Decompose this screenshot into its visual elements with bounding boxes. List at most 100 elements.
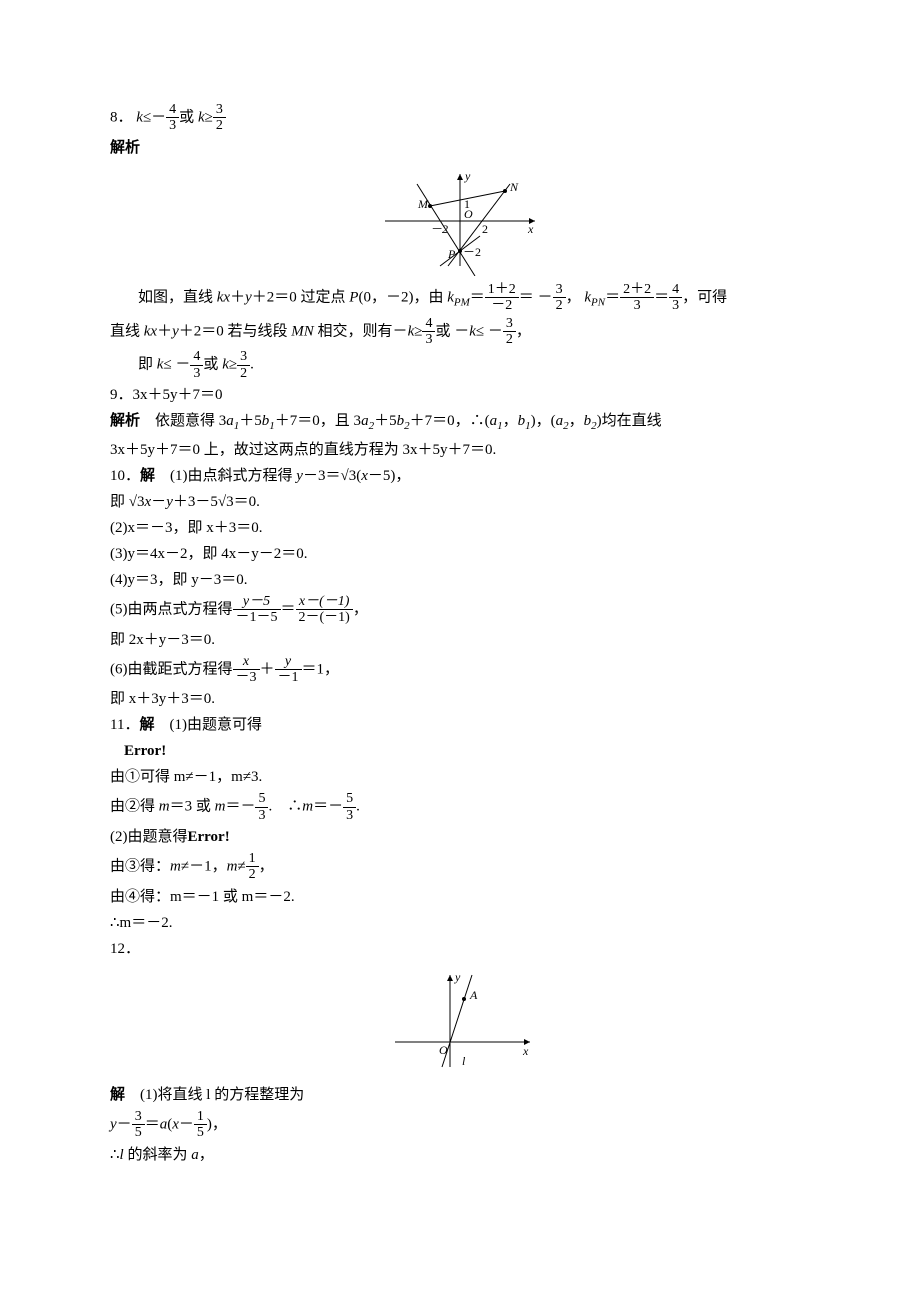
- q10-line5: (5)由两点式方程得y－5－1－5＝x－(－1)2－(－1)，: [110, 594, 810, 626]
- q10-line3: (3)y＝4x－2，即 4x－y－2＝0.: [110, 542, 810, 566]
- text: ＝1，: [302, 661, 340, 677]
- text: ＋: [260, 661, 275, 677]
- jiexi-label: 解析: [110, 413, 140, 429]
- den: 3: [343, 808, 356, 823]
- var: k: [222, 357, 229, 373]
- den: －2: [485, 298, 519, 313]
- text: ＋7＝0，且 3: [275, 413, 361, 429]
- frac-6b: y－1: [275, 654, 302, 686]
- jie-label: 解: [140, 468, 155, 484]
- frac-1-5: 15: [194, 1109, 207, 1141]
- frac-4-3: 43: [166, 102, 179, 134]
- q12-line1: 解 (1)将直线 l 的方程整理为: [110, 1083, 810, 1107]
- num: x: [233, 654, 260, 670]
- q8-expl-3: 即 k≤ －43或 k≥32.: [110, 349, 810, 381]
- den: 2: [213, 118, 226, 133]
- q8-graph-svg: －2 2 1 －2 M N P O x y: [370, 166, 550, 276]
- q10-line1b: 即 √3x－y＋3－5√3＝0.: [110, 490, 810, 514]
- var-k: k: [136, 109, 143, 125]
- text: 的斜率为: [124, 1147, 192, 1163]
- num: 5: [343, 791, 356, 807]
- text: (5)由两点式方程得: [110, 601, 233, 617]
- sqrt3: √3: [129, 494, 145, 510]
- sqrt3: √3: [218, 494, 234, 510]
- num: 3: [213, 102, 226, 118]
- text: ，: [566, 289, 581, 305]
- q11-line1: 11．解 (1)由题意可得: [110, 713, 810, 737]
- q12-graph: A l O x y: [110, 967, 810, 1077]
- text: ＝: [281, 601, 296, 617]
- var: x: [172, 1116, 179, 1132]
- text: ＝: [654, 289, 669, 305]
- text: ≤ －: [163, 357, 190, 373]
- q10-line5b: 即 2x＋y－3＝0.: [110, 628, 810, 652]
- num: 3: [132, 1109, 145, 1125]
- var: kx: [217, 289, 230, 305]
- text: .: [250, 357, 254, 373]
- q10-line1: 10．解 (1)由点斜式方程得 y－3＝√3(x－5)，: [110, 464, 810, 488]
- sqrt3: √3: [340, 468, 356, 484]
- text: )，(: [531, 413, 556, 429]
- label-O: O: [464, 207, 473, 221]
- frac-5-3b: 53: [343, 791, 356, 823]
- q8-expl-1: 如图，直线 kx＋y＋2＝0 过定点 P(0，－2)，由 kPM＝1＋2－2＝ …: [110, 282, 810, 314]
- label-x: x: [522, 1044, 529, 1058]
- var: k: [584, 289, 591, 305]
- den: 3: [669, 298, 682, 313]
- var: x: [361, 468, 368, 484]
- num: 1: [246, 851, 259, 867]
- q9-ans-text: 3x＋5y＋7＝0: [133, 387, 223, 403]
- frac-4-3d: 43: [190, 349, 203, 381]
- text: ＋5: [239, 413, 262, 429]
- text: ，: [569, 413, 584, 429]
- den: 5: [132, 1125, 145, 1140]
- text: ＋: [230, 289, 245, 305]
- text: 依题意得 3: [140, 413, 226, 429]
- num: y－5: [233, 594, 281, 610]
- text: ＝0.: [234, 494, 260, 510]
- label-P: P: [447, 247, 456, 261]
- var: y: [166, 494, 173, 510]
- point-A: [462, 997, 466, 1001]
- text: －: [179, 1116, 194, 1132]
- var: b: [584, 413, 592, 429]
- label-y: y: [454, 970, 461, 984]
- text: 直线: [110, 323, 144, 339]
- label-M: M: [417, 197, 429, 211]
- q11-l4: 由④得：m＝－1 或 m＝－2.: [110, 885, 810, 909]
- text: ＝ －: [519, 289, 553, 305]
- num: 3: [503, 316, 516, 332]
- text: ，: [353, 601, 368, 617]
- den: 3: [255, 808, 268, 823]
- frac-6a: x－3: [233, 654, 260, 686]
- q9-num: 9．: [110, 387, 133, 403]
- var: y: [172, 323, 179, 339]
- q11-p2: (2)由题意得Error!: [110, 825, 810, 849]
- q12-line3: ∴l 的斜率为 a，: [110, 1143, 810, 1167]
- jie-label: 解: [110, 1087, 125, 1103]
- var: kx: [144, 323, 157, 339]
- text: 相交，则有－: [314, 323, 408, 339]
- den: 5: [194, 1125, 207, 1140]
- q9-expl-2: 3x＋5y＋7＝0 上，故过这两点的直线方程为 3x＋5y＋7＝0.: [110, 438, 810, 462]
- var: a: [556, 413, 564, 429]
- label-l: l: [462, 1054, 466, 1068]
- den: 2: [553, 298, 566, 313]
- text: ＋2＝0 过定点: [252, 289, 350, 305]
- num: 4: [166, 102, 179, 118]
- text: (1)将直线 l 的方程整理为: [140, 1087, 304, 1103]
- num: 1＋2: [485, 282, 519, 298]
- text: ≥: [205, 109, 213, 125]
- var: m: [227, 858, 238, 874]
- text: . ∴: [268, 799, 302, 815]
- den: 3: [166, 118, 179, 133]
- den: 2: [237, 366, 250, 381]
- q9-answer: 9．3x＋5y＋7＝0: [110, 383, 810, 407]
- q11-l3: 由③得：m≠－1，m≠12，: [110, 851, 810, 883]
- text: ，: [199, 1147, 214, 1163]
- frac-3-2d: 32: [237, 349, 250, 381]
- jie-label: 解: [139, 717, 154, 733]
- text: 如图，直线: [138, 289, 217, 305]
- var: k: [469, 323, 476, 339]
- num: 4: [190, 349, 203, 365]
